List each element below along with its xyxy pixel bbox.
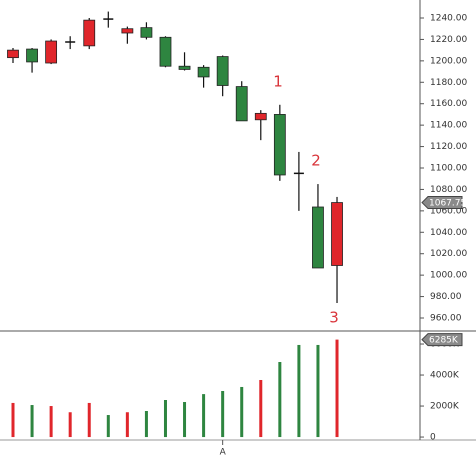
annotation: 1 bbox=[273, 73, 283, 91]
volume-bar bbox=[316, 344, 320, 438]
volume-bar bbox=[183, 402, 187, 438]
volume-bar bbox=[144, 411, 148, 438]
y-tick-label: 1100.00 bbox=[430, 164, 467, 174]
volume-bar bbox=[202, 394, 206, 438]
volume-bar bbox=[125, 412, 129, 438]
last-value-box bbox=[421, 333, 463, 347]
volume-bar bbox=[30, 405, 34, 438]
y-tick-label: 1240.00 bbox=[430, 14, 467, 24]
candle-body bbox=[121, 28, 134, 34]
candle-body bbox=[312, 206, 324, 269]
candle-body bbox=[140, 27, 153, 38]
y-tick-label: 1160.00 bbox=[430, 99, 467, 109]
volume-bar bbox=[163, 399, 167, 438]
annotation: 3 bbox=[329, 309, 339, 327]
y-tick-label: 1080.00 bbox=[430, 185, 467, 195]
y-tick-label: 1120.00 bbox=[430, 142, 467, 152]
last-value-label: 1067.75 bbox=[429, 199, 466, 209]
x-tick-label: A bbox=[220, 448, 227, 458]
last-value-box bbox=[421, 196, 463, 210]
y-tick-label: 1000.00 bbox=[430, 271, 467, 281]
annotation: 2 bbox=[311, 152, 321, 170]
y-tick-label: 960.00 bbox=[430, 314, 462, 324]
volume-bar bbox=[87, 402, 91, 438]
y-tick-label: 0 bbox=[430, 433, 436, 443]
y-tick-label: 1180.00 bbox=[430, 78, 467, 88]
candle-body bbox=[83, 19, 96, 47]
candle-body bbox=[45, 40, 58, 64]
volume-bar bbox=[259, 379, 263, 438]
y-tick-label: 1020.00 bbox=[430, 249, 467, 259]
y-tick-label: 980.00 bbox=[430, 292, 462, 302]
candle-body bbox=[273, 114, 286, 176]
candle-body bbox=[178, 65, 191, 70]
volume-bar bbox=[335, 339, 339, 438]
volume-bar bbox=[278, 362, 282, 438]
candle-body bbox=[7, 49, 19, 59]
y-tick-label: 1060.00 bbox=[430, 206, 467, 216]
y-tick-label: 1200.00 bbox=[430, 56, 467, 66]
last-value-label: 6285K bbox=[429, 336, 459, 346]
y-tick-label: 1140.00 bbox=[430, 121, 467, 131]
volume-bar bbox=[221, 391, 225, 438]
y-tick-label: 4000K bbox=[430, 371, 460, 381]
candle-body bbox=[159, 36, 172, 67]
volume-bar bbox=[106, 415, 110, 438]
volume-bar bbox=[68, 412, 72, 438]
volume-bar bbox=[49, 406, 53, 438]
y-tick-label: 1220.00 bbox=[430, 35, 467, 45]
candle-body bbox=[254, 112, 267, 121]
y-tick-label: 1040.00 bbox=[430, 228, 467, 238]
volume-bar bbox=[11, 402, 15, 438]
candle-body bbox=[331, 202, 343, 266]
candle-body bbox=[235, 86, 248, 122]
candle-body bbox=[197, 66, 210, 78]
candle-body bbox=[216, 56, 229, 86]
y-tick-label: 2000K bbox=[430, 402, 460, 412]
candle-body bbox=[26, 48, 38, 63]
volume-bar bbox=[297, 344, 301, 438]
volume-bar bbox=[240, 386, 244, 438]
